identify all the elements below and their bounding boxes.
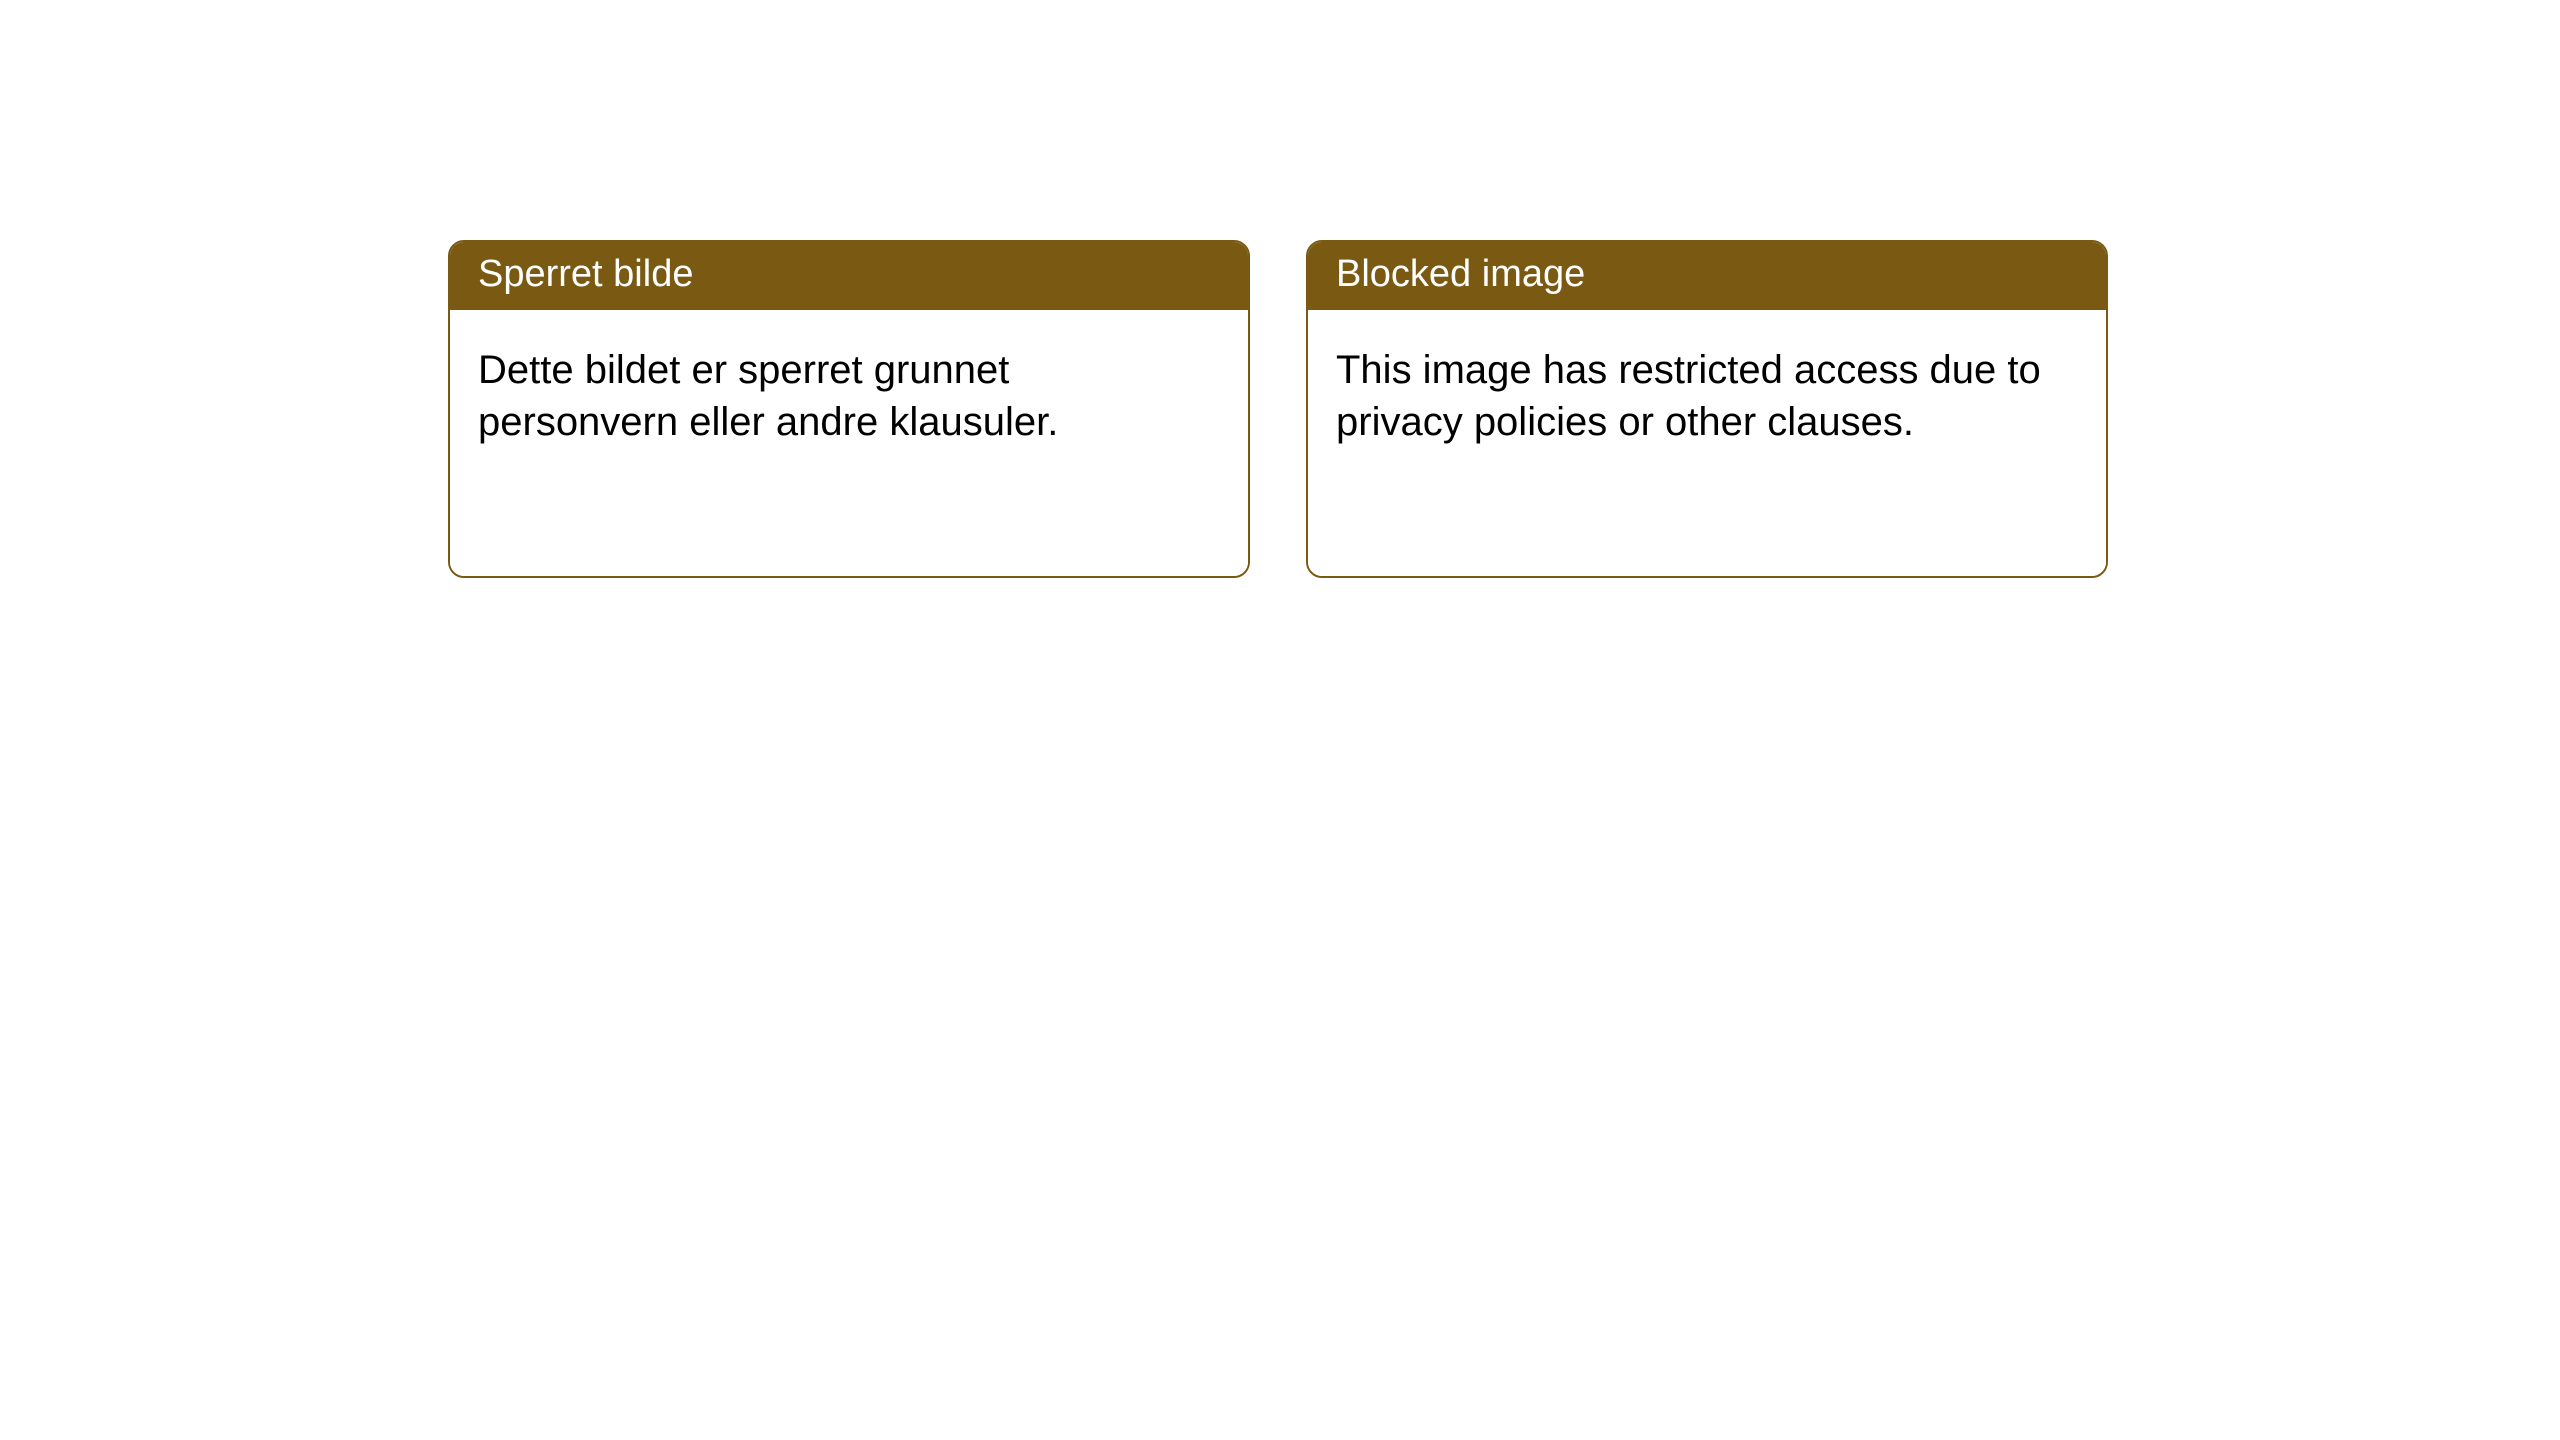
notice-card-header: Sperret bilde bbox=[450, 242, 1248, 310]
notice-card-header: Blocked image bbox=[1308, 242, 2106, 310]
notice-container: Sperret bilde Dette bildet er sperret gr… bbox=[0, 0, 2560, 578]
notice-card-body: This image has restricted access due to … bbox=[1308, 310, 2106, 576]
notice-card-body: Dette bildet er sperret grunnet personve… bbox=[450, 310, 1248, 576]
notice-card-english: Blocked image This image has restricted … bbox=[1306, 240, 2108, 578]
notice-card-norwegian: Sperret bilde Dette bildet er sperret gr… bbox=[448, 240, 1250, 578]
